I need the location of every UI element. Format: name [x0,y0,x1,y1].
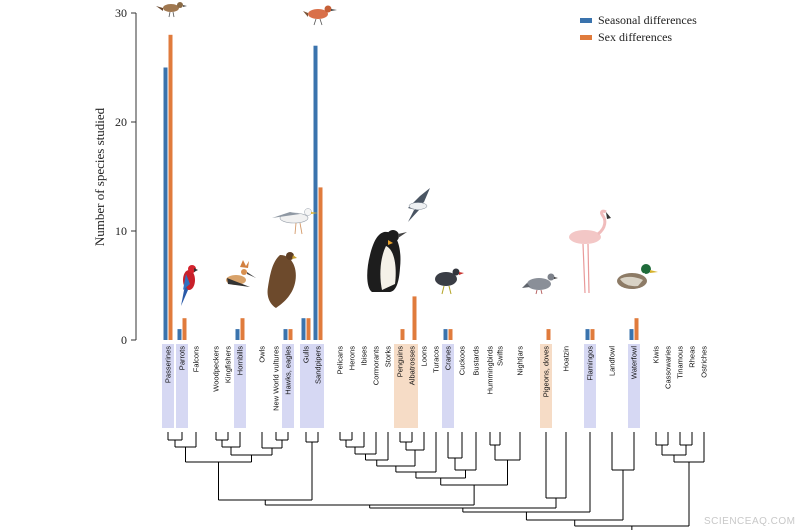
phylogenetic-tree [167,432,705,530]
bar-sex [634,318,639,340]
category-highlight [442,344,454,428]
category-label: Waterfowl [630,346,639,379]
category-highlight [540,344,552,428]
legend-label-seasonal: Seasonal differences [598,13,697,27]
category-highlight [234,344,246,428]
category-label: Penguins [396,346,405,378]
bar-sex [288,329,293,340]
hoopoe-bird-icon [226,260,256,287]
category-label: Pigeons, doves [542,346,551,398]
bar-sex [448,329,453,340]
bar-seasonal [443,329,448,340]
pigeon-bird-icon [522,273,558,295]
bar-seasonal [301,318,306,340]
bar-seasonal [629,329,634,340]
bar-seasonal [585,329,590,340]
watermark: SCIENCEAQ.COM [704,516,796,527]
bar-seasonal [235,329,240,340]
category-label: Kingfishers [224,346,233,383]
waterfowl-bird-icon [617,264,658,289]
passerine-bird-icon [156,2,187,18]
category-highlight [584,344,596,428]
legend-swatch-sex [580,35,592,40]
category-label: Loons [420,346,429,367]
category-label: Falcons [192,346,201,373]
category-label: Sandpipers [314,346,323,384]
category-label: Kiwis [652,346,661,364]
bar-series [163,34,639,341]
bar-sex [400,329,405,340]
bar-sex [306,318,311,340]
bar-seasonal [283,329,288,340]
category-label: Bustards [472,346,481,376]
bar-sex [168,34,173,341]
category-highlight [312,344,324,428]
category-label: Storks [384,346,393,368]
bar-sex [590,329,595,340]
bar-seasonal [313,45,318,340]
bar-seasonal [163,67,168,340]
category-label: Turacos [432,346,441,373]
category-highlight [628,344,640,428]
legend-label-sex: Sex differences [598,30,672,44]
penguin-bird-icon [367,230,407,292]
category-highlight [162,344,174,428]
bar-seasonal [177,329,182,340]
category-label: Hoatzin [562,346,571,371]
category-label: Ibises [360,346,369,366]
y-axis-label: Number of species studied [92,107,107,246]
y-tick-label: 20 [115,115,127,129]
category-label: Cranes [444,346,453,370]
legend-swatch-seasonal [580,18,592,23]
category-label: Flamingos [586,346,595,381]
sandpiper-bird-icon [303,5,337,26]
category-labels: Passerines Parrots Falcons Woodpeckers Kingf… [164,346,709,411]
category-label: Parrots [178,346,187,370]
category-highlight [300,344,312,428]
bar-sex [182,318,187,340]
category-highlight [176,344,188,428]
flamingo-bird-icon [569,209,611,294]
bird-illustrations [156,2,658,308]
category-highlight [394,344,406,428]
category-label: Cormorants [372,346,381,385]
category-label: Owls [258,346,267,363]
bar-sex [318,187,323,340]
y-tick-label: 10 [115,224,127,238]
bar-sex [240,318,245,340]
category-label: Hummingbirds [486,346,495,395]
category-label: Cassowaries [664,346,673,389]
parrot-bird-icon [181,265,198,306]
albatross-bird-icon [408,188,430,222]
category-label: Gulls [302,346,311,363]
y-tick-label: 0 [121,333,127,347]
category-label: Hornbills [236,346,245,375]
category-label: Tinamous [676,346,685,379]
y-axis: 0 10 20 30 [115,6,137,347]
bar-sex [412,296,417,340]
gull-bird-icon [272,208,318,235]
category-label: Passerines [164,346,173,383]
category-label: Swifts [496,346,505,366]
category-label: New World vultures [272,346,281,411]
category-label: Pelicans [336,346,345,375]
category-label: Ostriches [700,346,709,378]
legend: Seasonal differences Sex differences [580,13,697,44]
bar-sex [546,329,551,340]
category-label: Rheas [688,346,697,368]
crane-bird-icon [435,268,464,295]
category-label: Landfowl [608,346,617,376]
category-label: Herons [348,346,357,370]
category-label: Woodpeckers [212,346,221,392]
category-label: Hawks, eagles [284,346,293,395]
category-highlight [406,344,418,428]
y-tick-label: 30 [115,6,127,20]
hawk-bird-icon [267,252,297,308]
category-label: Cuckoos [458,346,467,375]
category-label: Albatrosses [408,346,417,385]
category-label: Nightjars [516,346,525,376]
category-highlights [162,344,640,428]
category-highlight [282,344,294,428]
